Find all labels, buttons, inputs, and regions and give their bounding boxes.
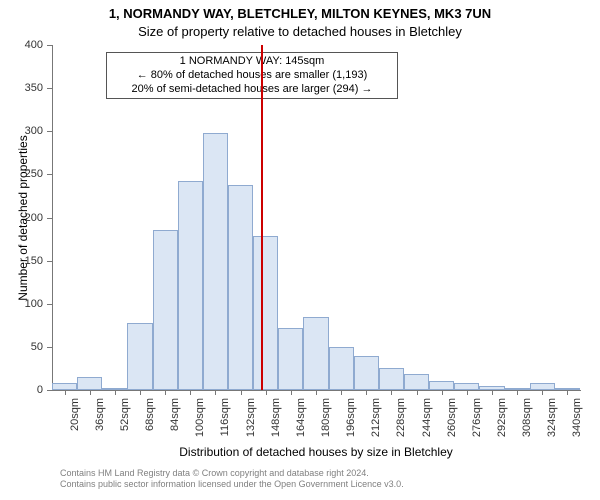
- x-tick-label: 52sqm: [119, 398, 131, 448]
- x-tick-mark: [467, 390, 468, 395]
- x-tick-mark: [215, 390, 216, 395]
- histogram-bar: [454, 383, 479, 390]
- y-tick-mark: [47, 218, 52, 219]
- x-tick-label: 308sqm: [521, 398, 533, 448]
- histogram-bar: [505, 388, 530, 390]
- histogram-bar: [77, 377, 102, 390]
- x-tick-label: 132sqm: [245, 398, 257, 448]
- x-tick-mark: [492, 390, 493, 395]
- histogram-bar: [228, 185, 253, 390]
- x-tick-mark: [90, 390, 91, 395]
- histogram-bar: [102, 388, 127, 390]
- x-tick-mark: [391, 390, 392, 395]
- histogram-bar: [253, 236, 278, 390]
- histogram-bar: [329, 347, 354, 390]
- x-tick-mark: [341, 390, 342, 395]
- histogram-bar: [153, 230, 178, 390]
- y-tick-label: 250: [13, 168, 43, 180]
- y-tick-mark: [47, 304, 52, 305]
- histogram-bar: [303, 317, 328, 390]
- x-tick-label: 324sqm: [546, 398, 558, 448]
- footer-attribution: Contains HM Land Registry data © Crown c…: [60, 468, 404, 491]
- x-tick-mark: [140, 390, 141, 395]
- y-tick-label: 300: [13, 125, 43, 137]
- histogram-bar: [52, 383, 77, 390]
- x-tick-label: 292sqm: [496, 398, 508, 448]
- x-tick-mark: [291, 390, 292, 395]
- y-tick-mark: [47, 390, 52, 391]
- y-tick-mark: [47, 347, 52, 348]
- histogram-bar: [429, 381, 454, 390]
- x-tick-label: 148sqm: [270, 398, 282, 448]
- histogram-bar: [530, 383, 555, 390]
- x-tick-label: 340sqm: [571, 398, 583, 448]
- chart-title-sub: Size of property relative to detached ho…: [0, 24, 600, 39]
- y-tick-label: 200: [13, 212, 43, 224]
- x-tick-label: 276sqm: [471, 398, 483, 448]
- y-tick-mark: [47, 174, 52, 175]
- property-size-chart: 1, NORMANDY WAY, BLETCHLEY, MILTON KEYNE…: [0, 0, 600, 500]
- x-tick-label: 228sqm: [395, 398, 407, 448]
- x-tick-mark: [115, 390, 116, 395]
- x-tick-mark: [442, 390, 443, 395]
- x-tick-mark: [65, 390, 66, 395]
- x-tick-mark: [165, 390, 166, 395]
- histogram-bar: [479, 386, 504, 390]
- x-tick-label: 20sqm: [69, 398, 81, 448]
- y-tick-label: 0: [13, 384, 43, 396]
- histogram-bar: [178, 181, 203, 390]
- x-tick-label: 212sqm: [370, 398, 382, 448]
- histogram-bar: [379, 368, 404, 390]
- y-tick-label: 50: [13, 341, 43, 353]
- x-tick-mark: [567, 390, 568, 395]
- x-tick-label: 36sqm: [94, 398, 106, 448]
- y-tick-mark: [47, 45, 52, 46]
- chart-title-main: 1, NORMANDY WAY, BLETCHLEY, MILTON KEYNE…: [0, 6, 600, 21]
- annotation-line-0: 1 NORMANDY WAY: 145sqm: [111, 55, 393, 69]
- x-tick-mark: [366, 390, 367, 395]
- histogram-bar: [203, 133, 228, 390]
- y-tick-label: 150: [13, 255, 43, 267]
- footer-line-1: Contains public sector information licen…: [60, 479, 404, 490]
- x-tick-mark: [417, 390, 418, 395]
- y-tick-mark: [47, 131, 52, 132]
- x-tick-mark: [190, 390, 191, 395]
- x-tick-mark: [517, 390, 518, 395]
- x-tick-label: 84sqm: [169, 398, 181, 448]
- x-tick-mark: [241, 390, 242, 395]
- x-tick-mark: [316, 390, 317, 395]
- histogram-bar: [127, 323, 152, 390]
- annotation-line-2: 20% of semi-detached houses are larger (…: [111, 83, 393, 97]
- histogram-bar: [555, 388, 580, 390]
- y-tick-mark: [47, 88, 52, 89]
- y-tick-label: 400: [13, 39, 43, 51]
- histogram-bar: [404, 374, 429, 390]
- x-tick-mark: [542, 390, 543, 395]
- y-tick-label: 100: [13, 298, 43, 310]
- x-tick-label: 196sqm: [345, 398, 357, 448]
- annotation-box: 1 NORMANDY WAY: 145sqm ← 80% of detached…: [106, 52, 398, 99]
- x-tick-label: 100sqm: [194, 398, 206, 448]
- histogram-bar: [278, 328, 303, 390]
- x-tick-label: 244sqm: [421, 398, 433, 448]
- marker-line: [261, 45, 263, 390]
- x-tick-label: 260sqm: [446, 398, 458, 448]
- annotation-line-1: ← 80% of detached houses are smaller (1,…: [111, 69, 393, 83]
- y-tick-label: 350: [13, 82, 43, 94]
- x-tick-label: 164sqm: [295, 398, 307, 448]
- x-tick-mark: [266, 390, 267, 395]
- y-tick-mark: [47, 261, 52, 262]
- histogram-bar: [354, 356, 379, 391]
- x-tick-label: 68sqm: [144, 398, 156, 448]
- x-tick-label: 116sqm: [219, 398, 231, 448]
- x-tick-label: 180sqm: [320, 398, 332, 448]
- footer-line-0: Contains HM Land Registry data © Crown c…: [60, 468, 404, 479]
